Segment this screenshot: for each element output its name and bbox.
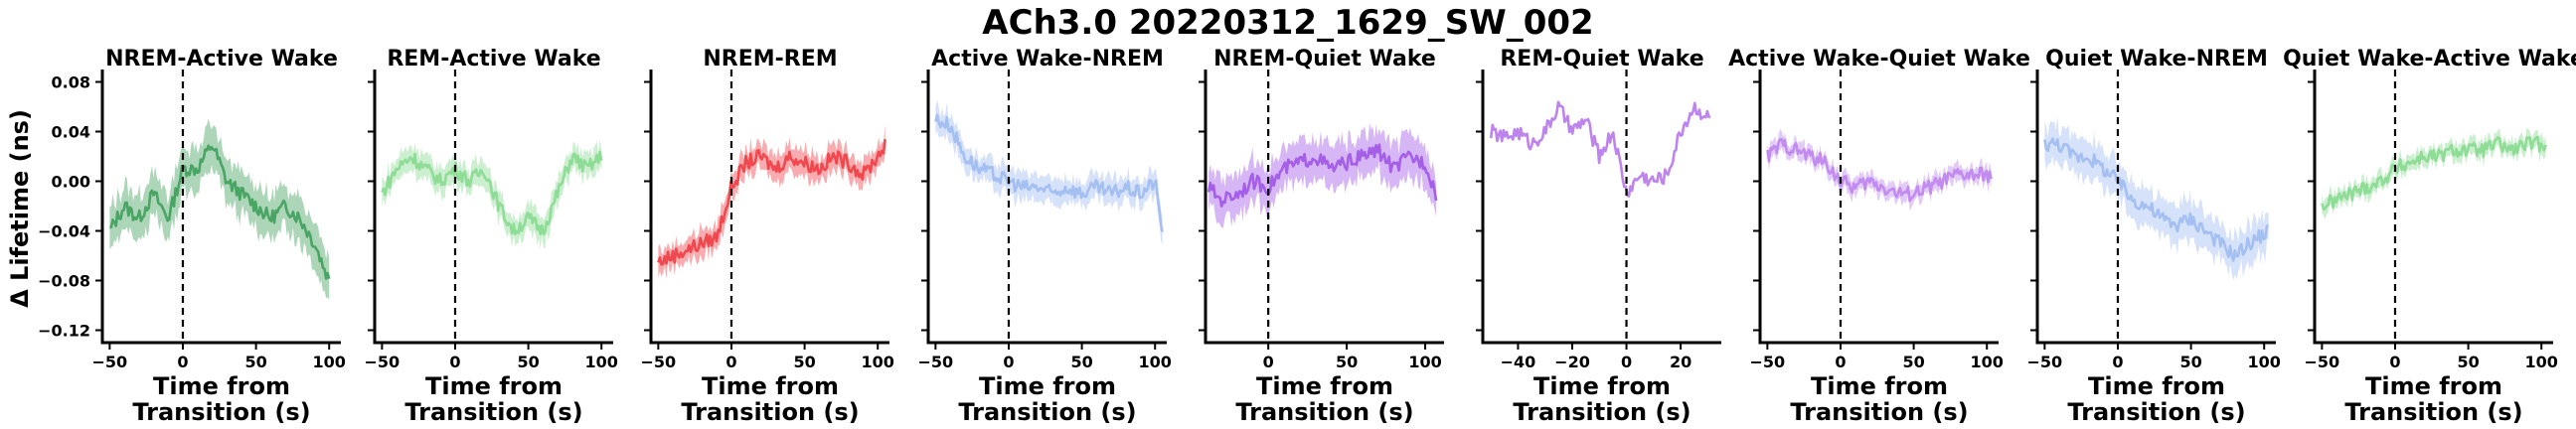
- x-tick-label: −50: [641, 353, 677, 371]
- panel-title: Active Wake-NREM: [931, 47, 1164, 72]
- panels: NREM-Active Wake 0.08 0.04 0.00 −0.04 −0.08 −0…: [38, 47, 2576, 426]
- x-tick-label: 50: [2457, 353, 2479, 371]
- y-tick-label: −0.12: [38, 322, 90, 341]
- panel-title: Quiet Wake-Active Wake: [2283, 47, 2576, 72]
- x-tick-label: −50: [92, 353, 128, 371]
- series-line: [1766, 138, 1993, 203]
- x-tick-label: −50: [365, 353, 401, 371]
- x-axis-label-line1: Time from: [425, 372, 563, 400]
- x-tick-label: −20: [1554, 353, 1590, 371]
- x-axis-label-line1: Time from: [153, 372, 290, 400]
- x-tick-label: 50: [1070, 353, 1092, 371]
- x-axis-label-line2: Transition (s): [1513, 398, 1690, 426]
- panel-4: Active Wake-NREM −50 0 50 100 Time fromTransi…: [918, 47, 1172, 426]
- series-line: [934, 113, 1164, 232]
- x-tick-label: 100: [1139, 353, 1172, 371]
- x-tick-label: 50: [1336, 353, 1358, 371]
- x-axis-label-line1: Time from: [979, 372, 1116, 400]
- error-band: [935, 99, 1163, 245]
- x-axis-label-line1: Time from: [1256, 372, 1393, 400]
- panel-title: NREM-REM: [703, 47, 837, 72]
- x-axis-label-line1: Time from: [1533, 372, 1671, 400]
- error-band: [1208, 122, 1437, 228]
- x-tick-label: −40: [1501, 353, 1536, 371]
- series-line: [1489, 100, 1711, 198]
- x-tick-label: 50: [793, 353, 815, 371]
- series-line: [2321, 135, 2547, 211]
- x-tick-label: 50: [2179, 353, 2201, 371]
- y-axis-label: Δ Lifetime (ns): [6, 109, 34, 308]
- x-tick-label: 0: [1003, 353, 1014, 371]
- x-tick-label: −50: [2027, 353, 2063, 371]
- series-line: [2043, 137, 2269, 262]
- x-tick-label: 0: [1835, 353, 1846, 371]
- x-axis-label-line2: Transition (s): [1235, 398, 1413, 426]
- x-tick-label: 100: [862, 353, 894, 371]
- x-axis-label-line2: Transition (s): [2344, 398, 2522, 426]
- figure-title: ACh3.0 20220312_1629_SW_002: [982, 3, 1593, 43]
- panel-title: REM-Quiet Wake: [1500, 47, 1703, 72]
- series-line: [381, 150, 603, 236]
- x-axis-label-line2: Transition (s): [681, 398, 859, 426]
- y-tick-label: −0.04: [38, 222, 90, 241]
- x-axis-label-line2: Transition (s): [132, 398, 310, 426]
- x-tick-label: 100: [1971, 353, 2004, 371]
- panel-5: NREM-Quiet Wake 0 50 100 Time fromTransition…: [1199, 47, 1444, 426]
- panel-9: Quiet Wake-Active Wake −50 0 50 100 Time from…: [2283, 47, 2576, 426]
- x-axis-label-line1: Time from: [2088, 372, 2225, 400]
- x-tick-label: 0: [725, 353, 736, 371]
- panel-title: NREM-Active Wake: [105, 47, 338, 72]
- error-band: [109, 118, 330, 300]
- x-axis-label-line1: Time from: [1811, 372, 1948, 400]
- panel-title: REM-Active Wake: [387, 47, 600, 72]
- x-axis-label-line2: Transition (s): [2067, 398, 2245, 426]
- x-tick-label: 0: [177, 353, 188, 371]
- x-tick-label: 0: [1621, 353, 1632, 371]
- y-tick-label: −0.08: [38, 272, 90, 291]
- x-axis-label-line2: Transition (s): [404, 398, 582, 426]
- series-line: [657, 138, 886, 266]
- panel-7: Active Wake-Quiet Wake −50 0 50 100 Time from…: [1728, 47, 2030, 426]
- panel-title: Quiet Wake-NREM: [2045, 47, 2268, 72]
- x-tick-label: 0: [2112, 353, 2123, 371]
- error-band: [658, 124, 886, 279]
- x-tick-label: 100: [585, 353, 618, 371]
- x-tick-label: 20: [1670, 353, 1691, 371]
- series-line: [109, 144, 331, 280]
- panel-title: Active Wake-Quiet Wake: [1728, 47, 2030, 72]
- y-tick-label: 0.04: [52, 123, 90, 142]
- x-tick-label: 0: [1263, 353, 1274, 371]
- panel-8: Quiet Wake-NREM −50 0 50 100 Time fromTransit…: [2027, 47, 2281, 426]
- x-tick-label: 50: [244, 353, 266, 371]
- x-tick-label: −50: [1750, 353, 1786, 371]
- x-tick-label: 0: [449, 353, 460, 371]
- x-axis-label-line2: Transition (s): [1790, 398, 1968, 426]
- panel-1: NREM-Active Wake 0.08 0.04 0.00 −0.04 −0.08 −0…: [38, 47, 346, 426]
- x-axis-label-line2: Transition (s): [958, 398, 1136, 426]
- error-band: [1767, 128, 1992, 212]
- x-tick-label: −50: [2305, 353, 2340, 371]
- x-tick-label: 50: [517, 353, 539, 371]
- series-line: [1207, 143, 1438, 208]
- x-tick-label: 100: [1408, 353, 1441, 371]
- y-tick-label: 0.08: [52, 73, 90, 92]
- x-axis-label-line1: Time from: [702, 372, 839, 400]
- x-tick-label: 100: [2525, 353, 2558, 371]
- x-tick-label: −50: [918, 353, 954, 371]
- x-tick-label: 0: [2389, 353, 2400, 371]
- x-axis-label-line1: Time from: [2365, 372, 2502, 400]
- panel-2: REM-Active Wake −50 0 50 100 Time fromTransit…: [365, 47, 618, 426]
- x-tick-label: 100: [313, 353, 346, 371]
- x-tick-label: 50: [1902, 353, 1924, 371]
- panel-title: NREM-Quiet Wake: [1213, 47, 1436, 72]
- x-tick-label: 100: [2248, 353, 2281, 371]
- error-band: [2322, 128, 2546, 219]
- y-tick-label: 0.00: [52, 173, 90, 192]
